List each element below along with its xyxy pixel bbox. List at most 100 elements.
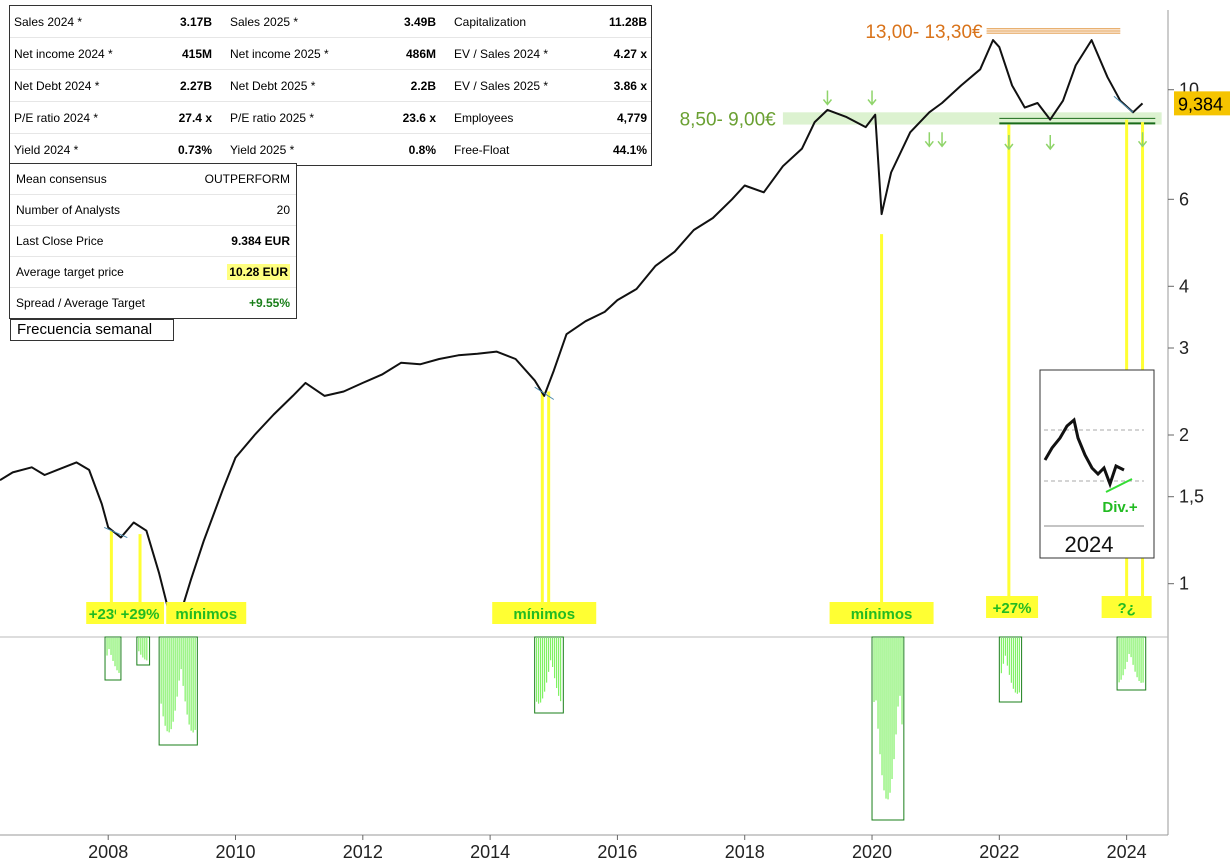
signal-arrow xyxy=(1137,132,1148,148)
consensus-target-label: Average target price xyxy=(10,256,180,288)
x-tick-label: 2010 xyxy=(215,842,255,862)
consensus-spread-label: Spread / Average Target xyxy=(16,296,145,310)
stats-label: P/E ratio 2024 * xyxy=(10,101,158,134)
stats-value: 0.73% xyxy=(177,142,212,157)
stats-label: Yield 2025 * xyxy=(230,142,295,157)
x-tick-label: 2012 xyxy=(343,842,383,862)
x-tick-label: 2014 xyxy=(470,842,510,862)
consensus-mean-label: Mean consensus xyxy=(10,164,180,195)
consensus-analysts-label: Number of Analysts xyxy=(10,194,180,226)
y-tick-label: 1 xyxy=(1179,574,1189,594)
y-tick-label: 3 xyxy=(1179,338,1189,358)
inset-divergence-line xyxy=(1105,478,1133,493)
y-tick-label: 1,5 xyxy=(1179,487,1204,507)
signal-arrow xyxy=(937,132,947,148)
signal-arrow xyxy=(1004,135,1014,151)
volume-box xyxy=(534,636,564,714)
volume-box xyxy=(998,636,1023,703)
consensus-spread-value: +9.55% xyxy=(248,296,290,310)
x-tick-label: 2022 xyxy=(979,842,1019,862)
volume-box xyxy=(158,636,198,746)
annotation-box xyxy=(829,602,934,624)
stats-value: 27.4 x xyxy=(158,101,216,134)
annotation-label: +29% xyxy=(121,606,160,623)
stats-label: Yield 2024 * xyxy=(14,142,79,157)
stats-value: 3.49B xyxy=(384,6,440,38)
annotation-label: mínimos xyxy=(175,606,237,623)
stats-value: 23.6 x xyxy=(384,101,440,134)
y-tick-label: 6 xyxy=(1179,189,1189,209)
stats-label: Employees xyxy=(440,101,593,134)
stats-row: Net Debt 2024 * 2.27B Net Debt 2025 * 2.2B E… xyxy=(10,69,651,102)
stats-row: Net income 2024 * 415M Net income 2025 * 48… xyxy=(10,37,651,70)
stats-value: 4,779 xyxy=(593,101,651,134)
frequency-label: Frecuencia semanal xyxy=(10,319,174,341)
signal-arrow xyxy=(822,90,833,106)
stats-value: 4.27 x xyxy=(593,37,651,70)
x-tick-label: 2024 xyxy=(1107,842,1147,862)
trend-mark xyxy=(1113,95,1134,113)
annotation-label: ?¿ xyxy=(1117,600,1135,617)
consensus-mean-value: OUTPERFORM xyxy=(179,164,296,195)
stats-value: 3.17B xyxy=(158,6,216,38)
stats-label: Net Debt 2024 * xyxy=(10,69,158,102)
stats-value: 415M xyxy=(158,37,216,70)
annotation-box xyxy=(986,596,1039,618)
signal-arrow xyxy=(924,132,934,148)
annotation-box xyxy=(116,602,165,624)
trend-mark xyxy=(534,386,555,400)
price-series-line xyxy=(0,39,1144,623)
stats-label: Capitalization xyxy=(440,6,593,38)
stats-row: Sales 2024 * 3.17B Sales 2025 * 3.49B Capita… xyxy=(10,6,651,38)
consensus-target-value: 10.28 EUR xyxy=(227,264,290,280)
annotation-label: mínimos xyxy=(513,606,575,623)
inset-divergence-label: Div.+ xyxy=(1102,499,1137,516)
consensus-last-label: Last Close Price xyxy=(10,225,180,257)
annotation-label: +27% xyxy=(993,600,1032,617)
stats-row: Yield 2024 * 0.73% Yield 2025 * 0.8% Free-Fl… xyxy=(10,134,651,166)
trend-mark xyxy=(104,526,128,539)
signal-arrow xyxy=(867,90,877,106)
consensus-grid: Mean consensus OUTPERFORM Number of Anal… xyxy=(10,164,296,318)
inset-price-line xyxy=(1043,417,1125,489)
stats-label: P/E ratio 2025 * xyxy=(216,101,384,134)
stats-value: 486M xyxy=(384,37,440,70)
stats-value: 0.8% xyxy=(408,142,436,157)
consensus-analysts-value: 20 xyxy=(179,194,296,226)
annotation-box xyxy=(492,602,597,624)
annotation-box xyxy=(1101,596,1152,618)
stats-label: Net income 2025 * xyxy=(216,37,384,70)
stats-label: Net income 2024 * xyxy=(10,37,158,70)
x-tick-label: 2016 xyxy=(597,842,637,862)
x-tick-label: 2020 xyxy=(852,842,892,862)
stats-label: Sales 2024 * xyxy=(10,6,158,38)
annotation-box xyxy=(166,602,247,624)
stats-label: Sales 2025 * xyxy=(216,6,384,38)
consensus-table: Mean consensus OUTPERFORM Number of Anal… xyxy=(9,163,297,319)
stats-row: P/E ratio 2024 * 27.4 x P/E ratio 2025 * 23… xyxy=(10,101,651,134)
volume-box xyxy=(104,636,122,681)
resistance-zone-label: 13,00- 13,30€ xyxy=(865,22,983,43)
stats-label: Net Debt 2025 * xyxy=(216,69,384,102)
stats-value: 44.1% xyxy=(612,142,647,157)
stats-value: 2.27B xyxy=(158,69,216,102)
x-tick-label: 2018 xyxy=(725,842,765,862)
y-tick-label: 2 xyxy=(1179,425,1189,445)
stats-grid: Sales 2024 * 3.17B Sales 2025 * 3.49B Capita… xyxy=(10,6,651,165)
stats-value: 11.28B xyxy=(593,6,651,38)
volume-box xyxy=(136,636,151,666)
support-zone xyxy=(782,112,1162,125)
stats-value: 3.86 x xyxy=(593,69,651,102)
signal-arrow xyxy=(1045,135,1055,151)
last-price-badge xyxy=(1174,91,1230,116)
consensus-last-value: 9.384 EUR xyxy=(179,225,296,257)
stats-value: 2.2B xyxy=(384,69,440,102)
support-zone-label: 8,50- 9,00€ xyxy=(680,109,777,130)
x-tick-label: 2008 xyxy=(88,842,128,862)
stats-label: EV / Sales 2024 * xyxy=(440,37,593,70)
inset-frame xyxy=(1039,369,1155,559)
stats-table: Sales 2024 * 3.17B Sales 2025 * 3.49B Capita… xyxy=(9,5,652,166)
stats-label: EV / Sales 2025 * xyxy=(440,69,593,102)
annotation-label: mínimos xyxy=(851,606,913,623)
